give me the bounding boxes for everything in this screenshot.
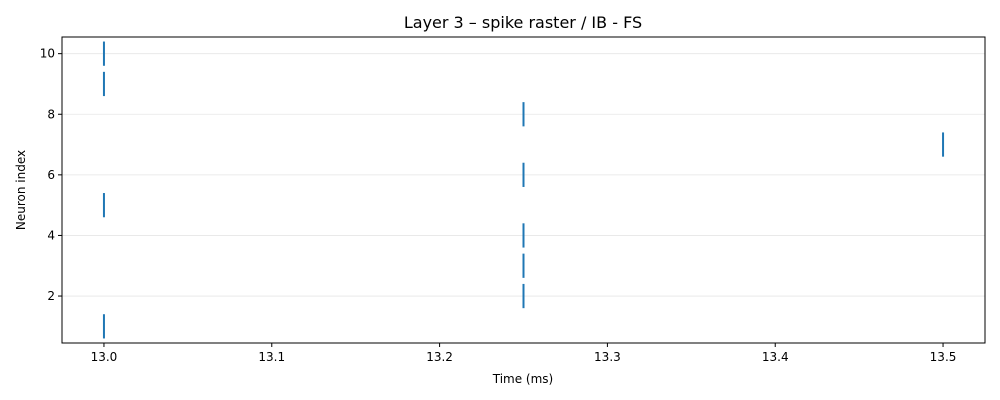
x-tick-label: 13.3 bbox=[594, 350, 621, 364]
x-axis-ticks: 13.0 13.1 13.2 13.3 13.4 13.5 bbox=[91, 343, 957, 364]
spike-markers bbox=[102, 41, 945, 339]
chart-title: Layer 3 – spike raster / IB - FS bbox=[404, 13, 642, 32]
y-axis-ticks: 2 4 6 8 10 bbox=[40, 47, 62, 303]
x-tick-label: 13.2 bbox=[426, 350, 453, 364]
x-tick-label: 13.4 bbox=[762, 350, 789, 364]
x-tick-label: 13.1 bbox=[258, 350, 285, 364]
x-tick-label: 13.0 bbox=[91, 350, 118, 364]
y-tick-label: 2 bbox=[47, 289, 55, 303]
y-tick-label: 6 bbox=[47, 168, 55, 182]
y-tick-label: 10 bbox=[40, 47, 55, 61]
plot-area bbox=[61, 36, 986, 344]
y-axis-label: Neuron index bbox=[14, 150, 28, 230]
y-tick-label: 8 bbox=[47, 107, 55, 121]
x-tick-label: 13.5 bbox=[930, 350, 957, 364]
y-tick-label: 4 bbox=[47, 228, 55, 242]
x-axis-label: Time (ms) bbox=[492, 372, 554, 386]
